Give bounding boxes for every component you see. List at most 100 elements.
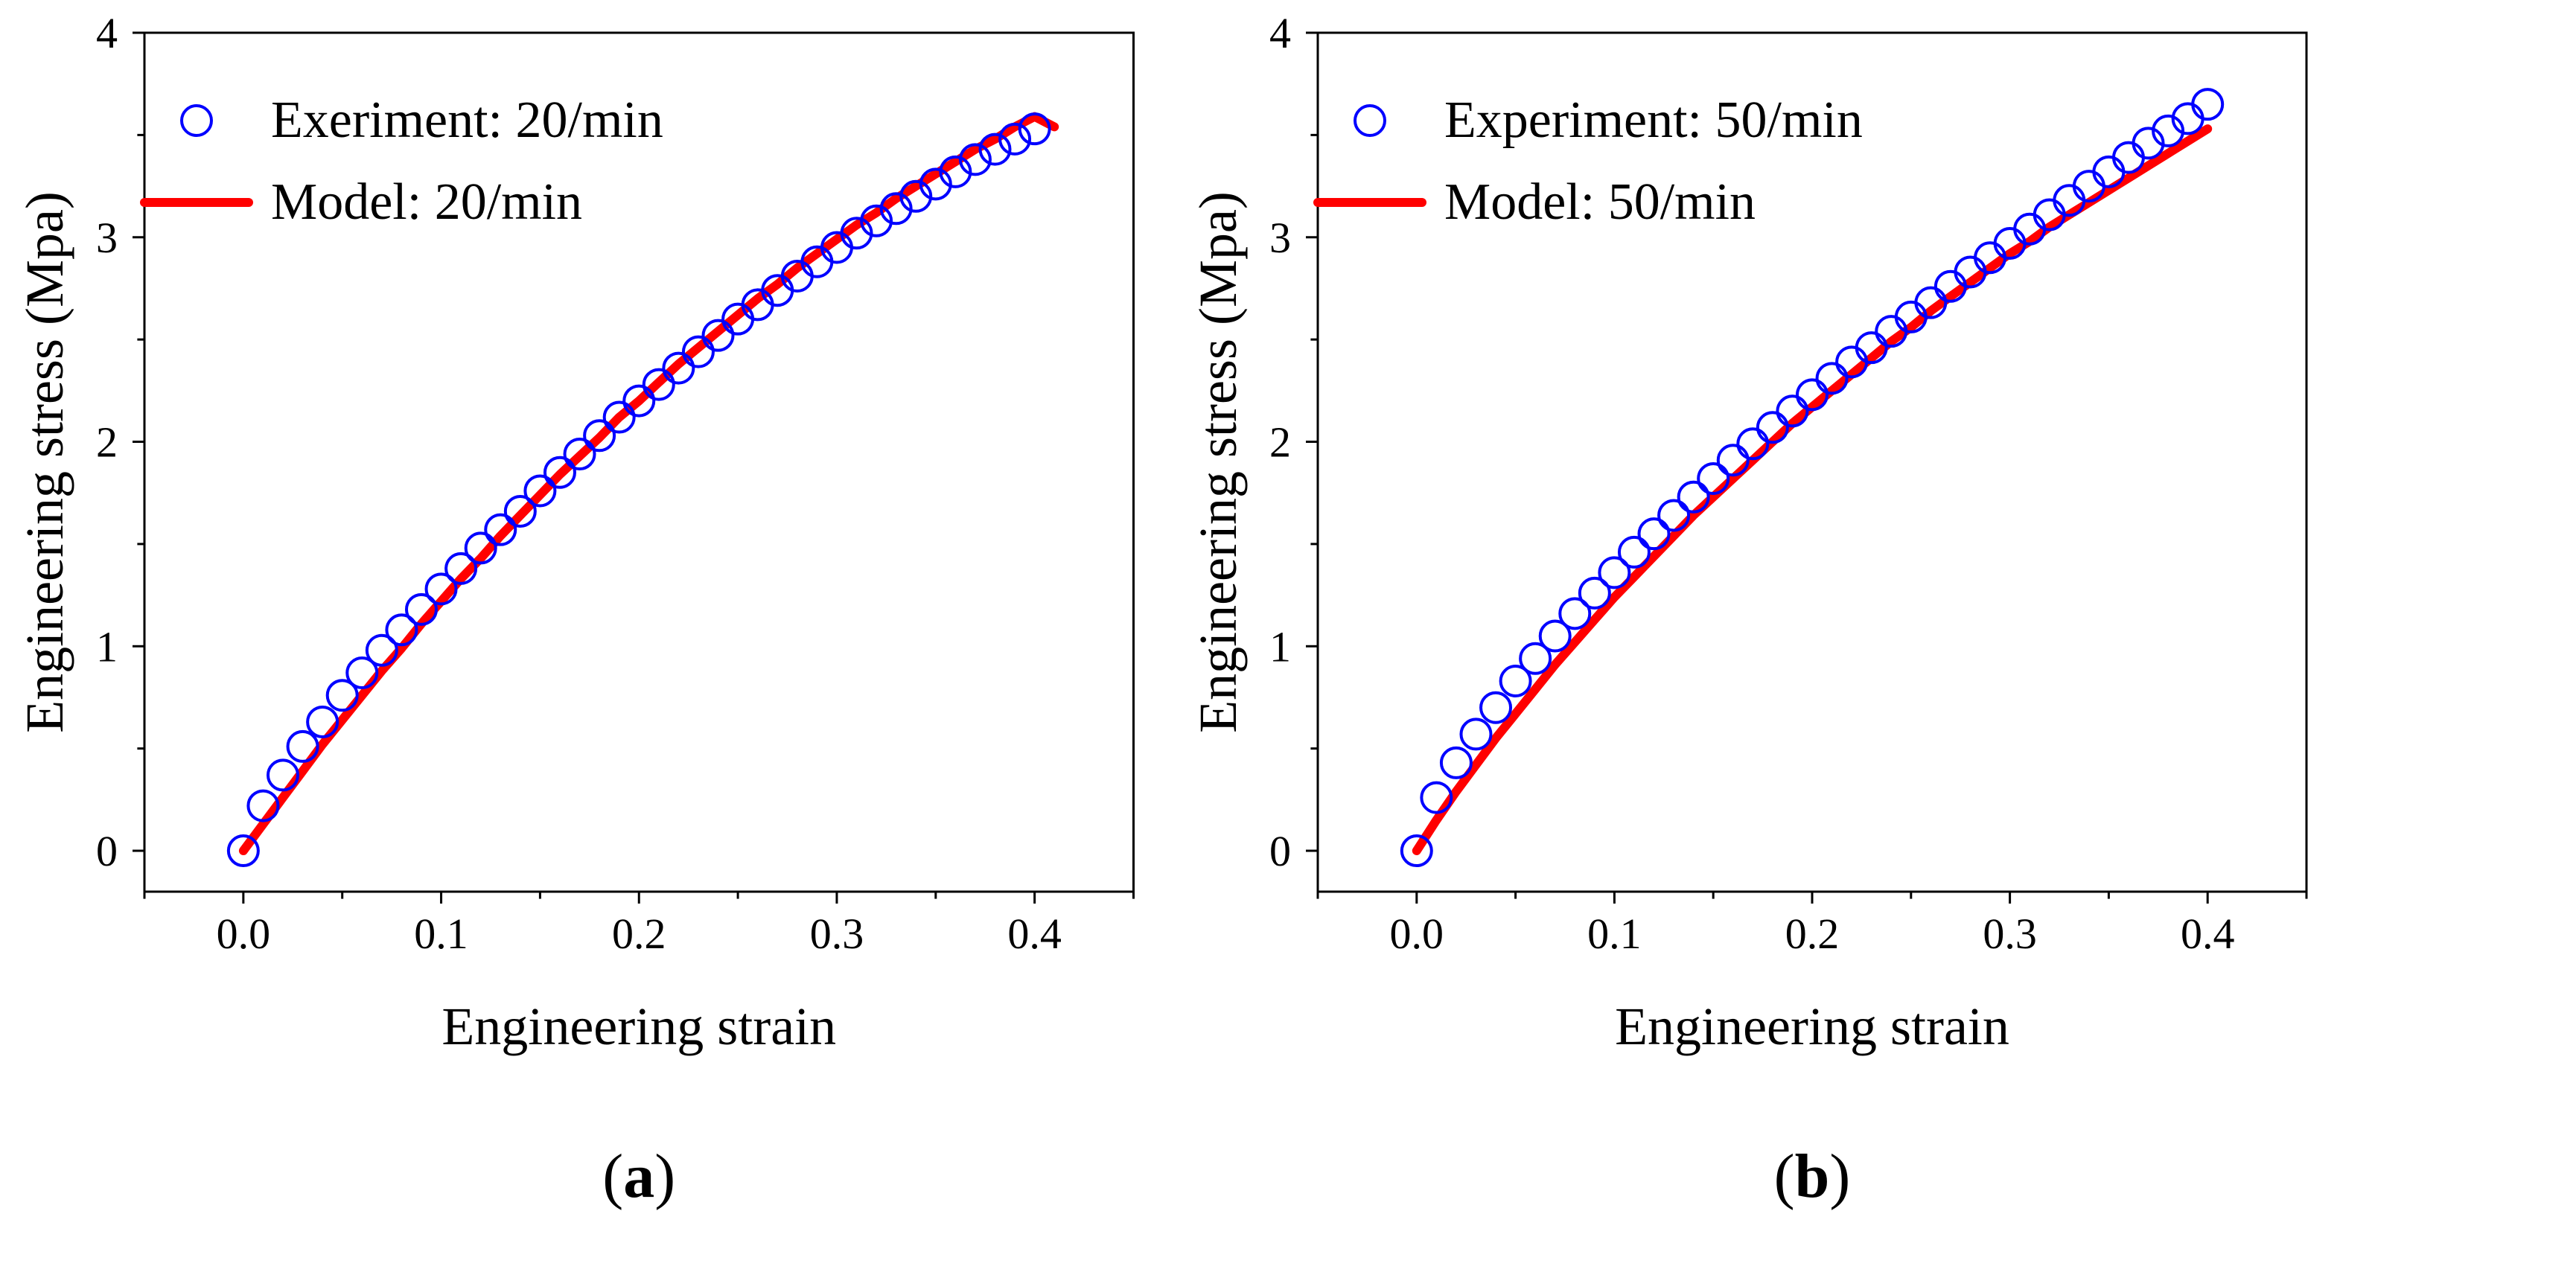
experiment-data-point — [1617, 535, 1651, 569]
experiment-data-point — [1796, 378, 1829, 412]
y-tick-label: 3 — [96, 214, 118, 262]
experiment-data-point — [978, 132, 1012, 166]
experiment-data-point — [998, 122, 1032, 156]
experiment-data-point — [1499, 664, 1532, 697]
experiment-data-point — [266, 758, 299, 792]
experiment-data-point — [1439, 746, 1473, 779]
x-tick-label: 0.2 — [612, 910, 666, 958]
experiment-data-point — [1459, 718, 1493, 751]
y-tick-label: 2 — [1269, 418, 1291, 467]
experiment-data-point — [2072, 170, 2105, 203]
experiment-data-point — [1018, 112, 1051, 146]
experiment-data-point — [662, 351, 695, 385]
experiment-data-point — [385, 613, 418, 647]
experiment-data-point — [919, 167, 952, 201]
experiment-data-point — [1519, 642, 1552, 675]
experiment-data-point — [681, 335, 715, 368]
x-tick-label: 0.1 — [1587, 910, 1642, 958]
y-tick-label: 1 — [96, 622, 118, 671]
caption-close-paren: ) — [1829, 1142, 1850, 1211]
experiment-data-point — [286, 729, 319, 763]
experiment-data-point — [1657, 499, 1691, 532]
caption-letter: b — [1795, 1142, 1830, 1211]
experiment-data-point — [306, 705, 339, 738]
experiment-data-point — [1400, 834, 1433, 868]
experiment-data-point — [879, 192, 913, 226]
experiment-data-point — [2092, 155, 2126, 188]
experiment-data-point — [325, 679, 359, 712]
y-tick-label: 3 — [1269, 214, 1291, 262]
experiment-data-point — [464, 531, 497, 565]
experiment-data-point — [602, 400, 636, 434]
legend-entry-label: Exeriment: 20/min — [271, 92, 663, 149]
panel-caption: (a) — [602, 1142, 675, 1211]
y-axis-title: Engineering stress (Mpa) — [1188, 191, 1248, 733]
legend-marker-experiment — [180, 104, 213, 137]
experiment-data-point — [1538, 619, 1572, 653]
x-tick-label: 0.3 — [1983, 910, 2037, 958]
experiment-data-point — [2111, 141, 2145, 174]
experiment-data-point — [860, 204, 893, 237]
experiment-data-point — [622, 384, 656, 418]
experiment-data-point — [2152, 114, 2185, 147]
experiment-data-point — [1677, 480, 1710, 514]
experiment-data-point — [2132, 127, 2165, 160]
caption-letter: a — [623, 1142, 654, 1211]
experiment-data-point — [1756, 411, 1789, 444]
y-tick-label: 2 — [96, 418, 118, 467]
experiment-data-point — [939, 155, 972, 188]
experiment-data-point — [345, 656, 379, 690]
caption-open-paren: ( — [1774, 1142, 1795, 1211]
x-tick-label: 0.4 — [1007, 910, 1062, 958]
experiment-data-point — [1637, 517, 1671, 551]
experiment-data-point — [404, 592, 438, 626]
experiment-data-point — [523, 474, 557, 508]
panel-b: 0.0 0.1 0.2 0.3 0.4 0 1 2 3 4 Engineering strain En… — [1188, 9, 2308, 1211]
y-tick-label: 0 — [96, 827, 118, 875]
legend-entry-label: Model: 20/min — [271, 173, 582, 231]
experiment-data-point — [1736, 427, 1770, 461]
experiment-data-point — [1697, 461, 1730, 495]
experiment-data-point — [1598, 556, 1631, 589]
experiment-data-point — [365, 633, 398, 667]
x-tick-label: 0.4 — [2181, 910, 2235, 958]
legend-entry-label: Experiment: 50/min — [1444, 92, 1863, 149]
experiment-data-point — [2191, 88, 2225, 121]
x-tick-label: 0.0 — [217, 910, 271, 958]
experiment-data-point — [1716, 444, 1750, 477]
experiment-data-point — [1420, 781, 1453, 814]
y-tick-label: 4 — [96, 9, 118, 57]
experiment-data-point — [1578, 576, 1611, 610]
x-axis-title: Engineering strain — [441, 997, 836, 1056]
experiment-data-point — [1815, 362, 1849, 395]
y-tick-label: 0 — [1269, 827, 1291, 875]
caption-open-paren: ( — [602, 1142, 623, 1211]
x-tick-label: 0.3 — [810, 910, 864, 958]
experiment-data-point — [1776, 394, 1809, 428]
experiment-data-point — [958, 143, 992, 176]
experiment-data-point — [543, 456, 576, 489]
experiment-data-point — [899, 179, 933, 213]
y-axis-title: Engineering stress (Mpa) — [15, 191, 74, 733]
y-tick-label: 1 — [1269, 622, 1291, 671]
experiment-data-point — [1855, 331, 1888, 365]
legend-marker-experiment — [1354, 104, 1386, 137]
experiment-data-point — [484, 513, 517, 546]
experiment-data-point — [444, 552, 478, 585]
experiment-data-point — [840, 217, 873, 250]
legend-entry-label: Model: 50/min — [1444, 173, 1756, 231]
x-tick-label: 0.2 — [1785, 910, 1840, 958]
panel-caption: (b) — [1774, 1142, 1851, 1211]
experiment-data-point — [226, 834, 260, 868]
experiment-data-point — [1558, 597, 1592, 630]
model-line-series — [1412, 124, 2213, 855]
experiment-data-point — [1479, 691, 1513, 724]
experiment-data-point — [642, 368, 675, 401]
experiment-data-point — [563, 438, 596, 471]
caption-close-paren: ) — [654, 1142, 675, 1211]
y-tick-label: 4 — [1269, 9, 1291, 57]
x-tick-label: 0.1 — [414, 910, 468, 958]
experiment-data-point — [503, 494, 537, 528]
x-tick-label: 0.0 — [1390, 910, 1444, 958]
